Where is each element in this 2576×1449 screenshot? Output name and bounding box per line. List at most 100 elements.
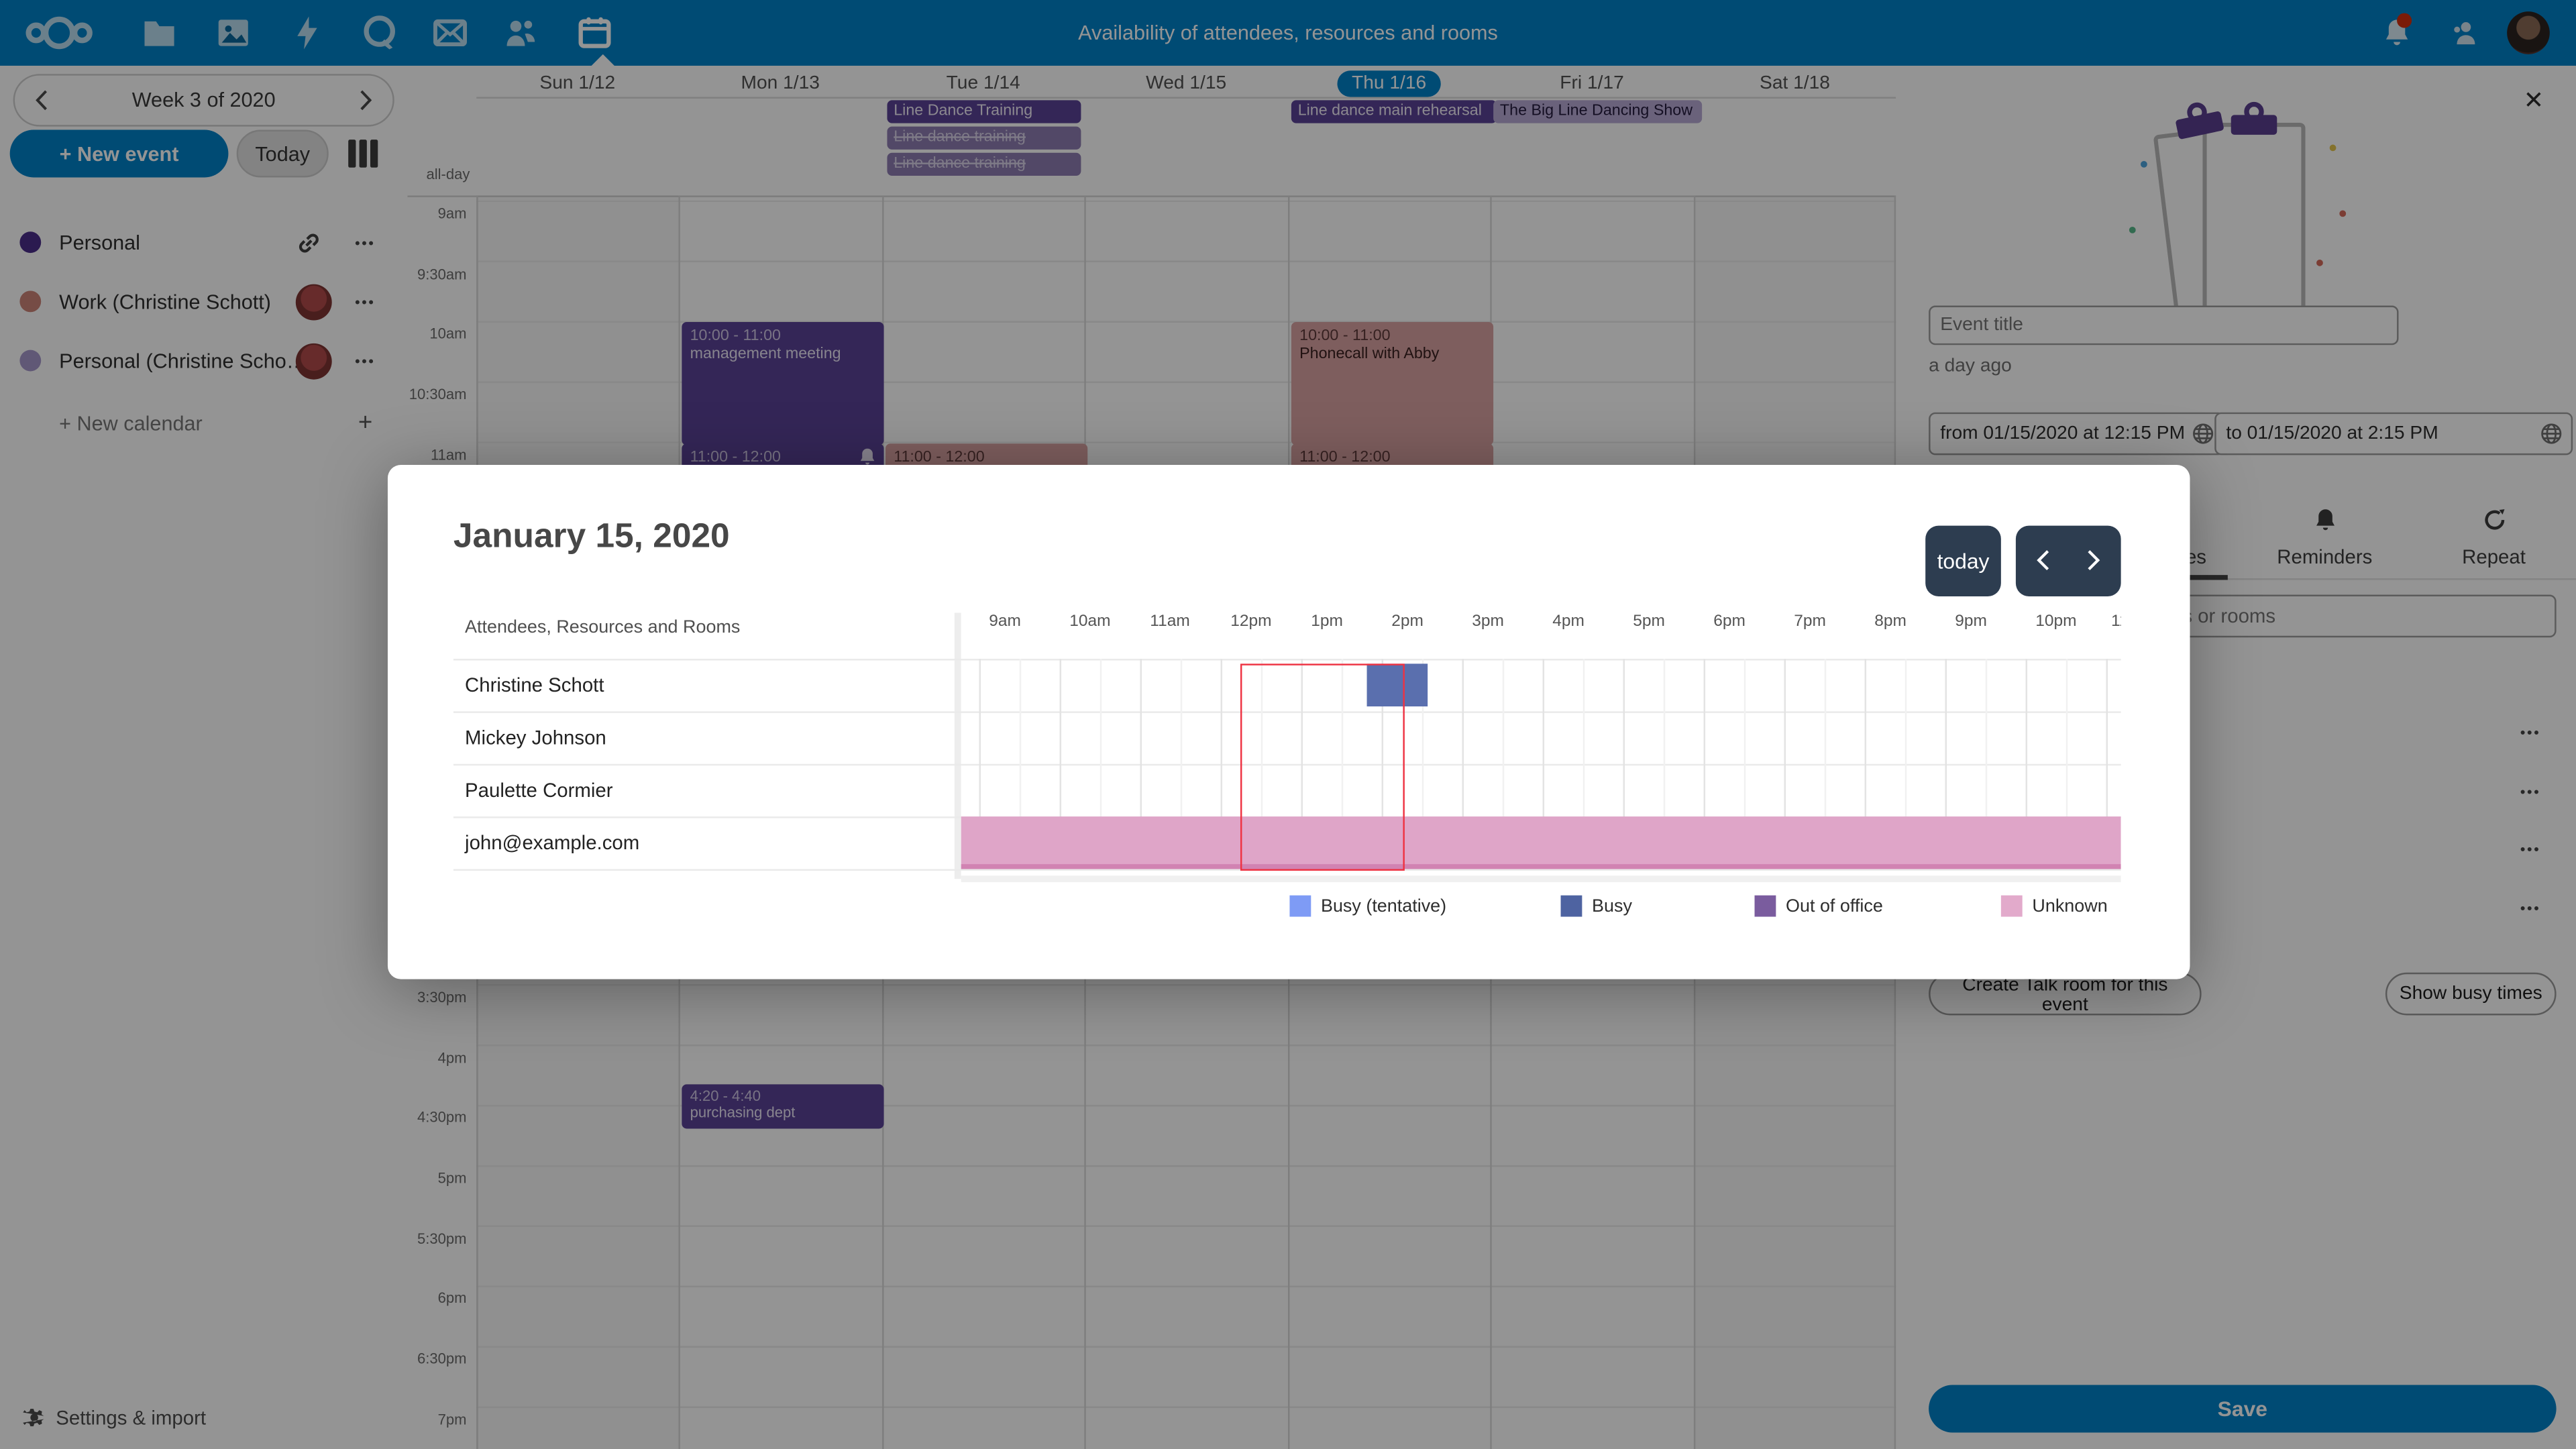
next-day-chevron-icon[interactable] xyxy=(2080,547,2106,574)
user-avatar[interactable] xyxy=(2507,11,2550,54)
week-label[interactable]: Week 3 of 2020 xyxy=(131,89,276,112)
allday-event[interactable]: Line dance main rehearsal xyxy=(1291,100,1497,123)
previous-day-chevron-icon[interactable] xyxy=(2031,547,2057,574)
table-scrollbar[interactable] xyxy=(954,612,961,879)
legend-label: Busy (tentative) xyxy=(1320,897,1447,917)
calendar-item-work[interactable]: Work (Christine Schott) ••• xyxy=(0,281,407,324)
calendar-menu-icon[interactable]: ••• xyxy=(354,294,376,311)
time-label: 7pm xyxy=(437,1411,467,1428)
nextcloud-logo-icon[interactable] xyxy=(23,11,95,54)
grid-horizontal-scrollbar[interactable] xyxy=(961,875,2121,883)
calendar-color-dot xyxy=(19,231,42,254)
settings-import[interactable]: Settings & import xyxy=(23,1405,417,1434)
day-header[interactable]: Mon 1/13 xyxy=(741,74,820,94)
day-header-today[interactable]: Thu 1/16 xyxy=(1288,67,1490,97)
time-label: 4pm xyxy=(437,1049,467,1067)
attendee-row-name: Mickey Johnson xyxy=(465,726,606,749)
legend-label: Unknown xyxy=(2032,897,2108,917)
next-week-chevron-icon[interactable] xyxy=(352,87,378,113)
attendee-menu-icon[interactable]: ••• xyxy=(2520,900,2541,917)
time-label: 6:30pm xyxy=(417,1350,467,1367)
close-sidebar-icon[interactable]: ✕ xyxy=(2523,87,2544,115)
axis-label: 9am xyxy=(989,612,1021,631)
attendee-menu-icon[interactable]: ••• xyxy=(2520,724,2541,741)
busy-block-christine[interactable] xyxy=(1366,663,1428,707)
axis-label: 12pm xyxy=(1230,612,1272,631)
day-header[interactable]: Tue 1/14 xyxy=(946,74,1020,94)
calendar-label: Personal xyxy=(59,231,141,255)
day-header[interactable]: Sun 1/12 xyxy=(539,74,616,94)
new-calendar-label: + New calendar xyxy=(59,412,203,435)
attendee-row-name: Paulette Cormier xyxy=(465,778,613,802)
axis-label: 11am xyxy=(1150,612,1190,631)
timezone-globe-icon[interactable] xyxy=(2540,422,2563,445)
repeat-icon xyxy=(2482,508,2507,533)
calendar-app-icon[interactable] xyxy=(575,13,614,53)
allday-label: all-day xyxy=(426,166,470,182)
end-datetime-field[interactable]: to 01/15/2020 at 2:15 PM xyxy=(2214,412,2573,455)
view-switcher-icon[interactable] xyxy=(347,138,380,170)
event-management-meeting[interactable]: 10:00 - 11:00 management meeting xyxy=(682,322,884,445)
left-sidebar: Week 3 of 2020 + New event Today Persona… xyxy=(0,65,408,1449)
calendar-owner-avatar xyxy=(295,343,332,380)
legend-label: Out of office xyxy=(1786,897,1883,917)
axis-label: 5pm xyxy=(1633,612,1665,631)
contacts-menu-icon[interactable] xyxy=(2448,16,2481,49)
legend-swatch xyxy=(2000,895,2023,917)
allday-event[interactable]: The Big Line Dancing Show xyxy=(1493,100,1703,123)
today-button[interactable]: Today xyxy=(236,129,329,178)
timezone-globe-icon[interactable] xyxy=(2192,422,2214,445)
window-title: Availability of attendees, resources and… xyxy=(1078,21,1498,45)
event-title: management meeting xyxy=(690,345,841,364)
start-datetime-value: from 01/15/2020 at 12:15 PM xyxy=(1940,423,2186,444)
attendee-menu-icon[interactable]: ••• xyxy=(2520,784,2541,800)
files-icon[interactable] xyxy=(140,13,179,53)
calendar-menu-icon[interactable]: ••• xyxy=(354,235,376,252)
talk-icon[interactable] xyxy=(360,13,399,53)
share-link-icon[interactable] xyxy=(296,230,322,256)
allday-event-declined[interactable]: Line dance training xyxy=(887,152,1081,176)
unknown-band-edge xyxy=(961,864,2121,869)
save-button[interactable]: Save xyxy=(1929,1385,2557,1433)
day-header[interactable]: Wed 1/15 xyxy=(1146,74,1227,94)
tab-label: Reminders xyxy=(2277,545,2373,569)
event-time: 10:00 - 11:00 xyxy=(1299,327,1391,345)
event-time: 11:00 - 12:00 xyxy=(894,448,985,467)
day-header-row: Sun 1/12 Mon 1/13 Tue 1/14 Wed 1/15 Thu … xyxy=(476,66,1896,99)
event-title-input[interactable] xyxy=(1929,305,2399,345)
contacts-icon[interactable] xyxy=(501,13,541,53)
week-navigation: Week 3 of 2020 xyxy=(13,74,394,127)
day-header[interactable]: Fri 1/17 xyxy=(1560,74,1624,94)
bell-icon xyxy=(2315,509,2337,534)
activity-icon[interactable] xyxy=(288,13,327,53)
axis-label: 10pm xyxy=(2035,612,2077,631)
show-busy-times-button[interactable]: Show busy times xyxy=(2385,972,2557,1016)
allday-event[interactable]: Line Dance Training xyxy=(887,100,1081,123)
calendar-item-personal[interactable]: Personal ••• xyxy=(0,222,407,265)
new-calendar-item[interactable]: + New calendar + xyxy=(0,402,407,445)
event-purchasing-dept[interactable]: 4:20 - 4:40 purchasing dept xyxy=(682,1084,884,1129)
photos-icon[interactable] xyxy=(213,13,253,53)
day-header[interactable]: Sat 1/18 xyxy=(1760,74,1830,94)
selected-timeslot-outline[interactable] xyxy=(1240,663,1405,871)
calendar-menu-icon[interactable]: ••• xyxy=(354,353,376,370)
axis-label: 9pm xyxy=(1955,612,1987,631)
availability-grid[interactable] xyxy=(961,659,2121,869)
attendee-menu-icon[interactable]: ••• xyxy=(2520,841,2541,858)
new-event-button[interactable]: + New event xyxy=(9,129,229,178)
plus-icon: + xyxy=(358,409,373,437)
modal-today-button[interactable]: today xyxy=(1925,525,2001,596)
start-datetime-field[interactable]: from 01/15/2020 at 12:15 PM xyxy=(1929,412,2224,455)
calendar-item-personal-christine[interactable]: Personal (Christine Scho… ••• xyxy=(0,340,407,383)
event-phonecall-with-abby[interactable]: 10:00 - 11:00 Phonecall with Abby xyxy=(1291,322,1494,445)
allday-event-declined[interactable]: Line dance training xyxy=(887,126,1081,150)
legend-swatch xyxy=(1754,895,1776,917)
active-app-notch xyxy=(591,54,614,66)
notifications-bell-icon[interactable] xyxy=(2381,13,2414,49)
allday-row: all-day Line Dance Training Line dance t… xyxy=(407,97,1896,197)
mail-icon[interactable] xyxy=(431,13,470,53)
modal-date-title: January 15, 2020 xyxy=(453,517,730,555)
previous-week-chevron-icon[interactable] xyxy=(30,87,56,113)
settings-label: Settings & import xyxy=(56,1406,207,1430)
